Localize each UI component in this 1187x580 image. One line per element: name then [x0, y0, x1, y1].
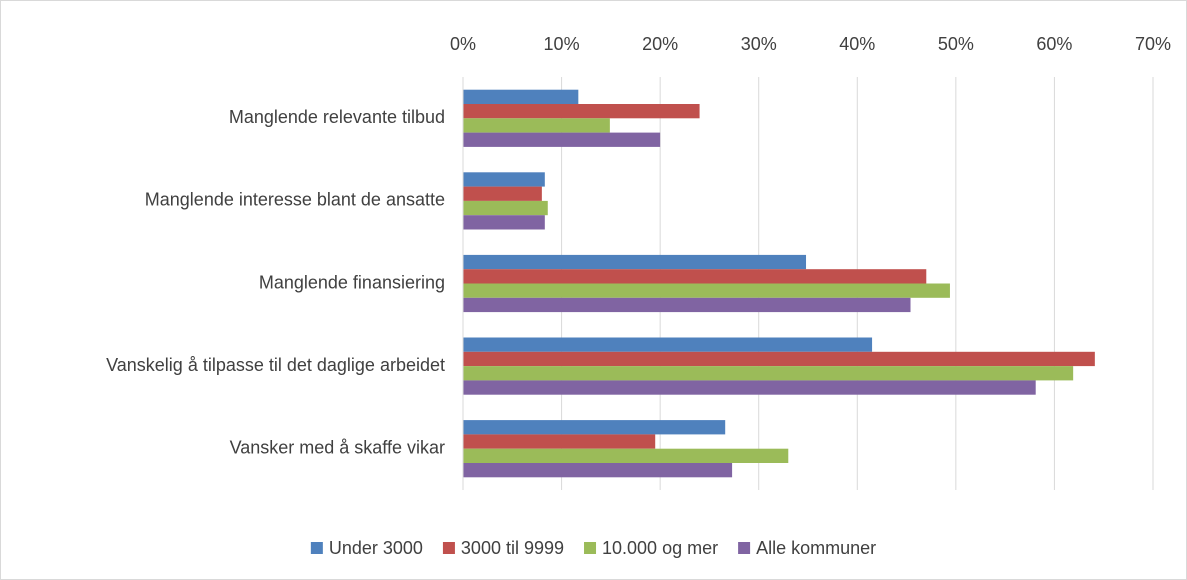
y-tick-label: Vanskelig å tilpasse til det daglige arb… — [106, 355, 445, 375]
x-tick-label: 30% — [741, 34, 777, 54]
bar — [463, 337, 873, 352]
legend-label: 10.000 og mer — [602, 538, 718, 558]
bar — [463, 463, 733, 478]
legend-label: Under 3000 — [329, 538, 423, 558]
bar — [463, 434, 656, 449]
x-tick-label: 50% — [938, 34, 974, 54]
bar — [463, 118, 610, 133]
legend-swatch — [442, 542, 455, 554]
x-tick-label: 60% — [1036, 34, 1072, 54]
bar — [463, 200, 548, 216]
x-tick-label: 70% — [1135, 34, 1171, 54]
bar — [463, 254, 807, 270]
x-tick-label: 40% — [839, 34, 875, 54]
x-tick-label: 20% — [642, 34, 678, 54]
legend-label: Alle kommuner — [756, 538, 876, 558]
y-tick-label: Vansker med å skaffe vikar — [230, 437, 445, 457]
y-tick-label: Manglende relevante tilbud — [229, 107, 445, 127]
legend-swatch — [584, 542, 597, 554]
bar — [463, 186, 542, 201]
bar — [463, 366, 1074, 381]
bar — [463, 351, 1095, 367]
legend-swatch — [738, 542, 751, 554]
bar — [463, 448, 789, 463]
bar — [463, 420, 726, 435]
y-tick-label: Manglende finansiering — [259, 272, 445, 292]
bar — [463, 172, 545, 187]
x-tick-label: 0% — [450, 34, 476, 54]
bar — [463, 380, 1036, 395]
bar — [463, 269, 927, 284]
bar — [463, 283, 950, 298]
legend-label: 3000 til 9999 — [461, 538, 564, 558]
y-tick-label: Manglende interesse blant de ansatte — [145, 190, 445, 210]
bar — [463, 104, 700, 119]
bar — [463, 215, 545, 230]
x-tick-label: 10% — [544, 34, 580, 54]
legend-swatch — [310, 542, 323, 554]
bar — [463, 89, 579, 104]
bar — [463, 132, 661, 147]
bar — [463, 297, 911, 313]
